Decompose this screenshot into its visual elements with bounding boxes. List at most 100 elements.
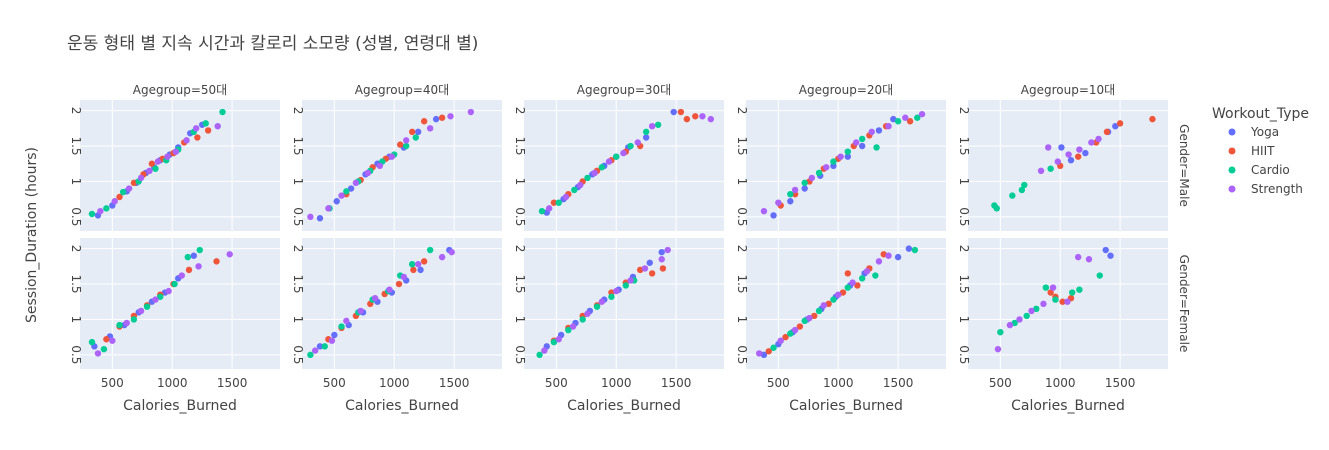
data-point [613, 287, 620, 295]
data-point [670, 108, 677, 116]
data-point [333, 198, 340, 205]
y-tick-label: 2 [69, 107, 83, 115]
x-axis-title: Calories_Burned [567, 398, 681, 414]
data-point [1088, 139, 1095, 146]
data-point [165, 287, 172, 295]
facet-panels: 0.5 1 1.5 2 Agegroup=50대 0.5 1 1.5 2 Agegroup=40대… [69, 83, 1191, 414]
data-point [770, 344, 777, 351]
x-tick-label: 1500 [883, 376, 914, 390]
data-point [414, 128, 422, 136]
y-tick-label: 0.5 [735, 345, 749, 364]
legend-item-hiit[interactable]: HIIT [1228, 144, 1276, 158]
data-point [448, 248, 455, 256]
facet-panel: 0.5 1 1.5 2 Agegroup=10대 Gender=Male [957, 83, 1191, 231]
data-point [123, 319, 130, 327]
data-point [1047, 165, 1054, 172]
data-point [438, 253, 446, 261]
data-point [1112, 123, 1119, 130]
data-point [185, 266, 193, 274]
data-point [119, 188, 127, 196]
data-point [1040, 300, 1047, 308]
data-point [868, 128, 875, 136]
data-point [1011, 319, 1018, 327]
y-tick-label: 1.5 [291, 136, 305, 155]
facet-row-label: Gender=Female [1177, 255, 1191, 353]
facet-panel: 0.5 1 1.5 2 Agegroup=30대 [513, 83, 724, 231]
data-point [352, 179, 360, 187]
data-point [872, 272, 879, 279]
data-point [770, 212, 777, 219]
data-point [357, 307, 364, 315]
data-point [591, 169, 598, 177]
data-point [608, 293, 615, 300]
data-point [426, 246, 434, 254]
data-point [555, 199, 562, 206]
data-point [664, 246, 671, 254]
data-point [1023, 312, 1030, 320]
data-point [569, 323, 577, 330]
data-point [316, 215, 324, 222]
data-point [1096, 272, 1103, 279]
data-point [613, 153, 620, 160]
data-point [584, 310, 591, 317]
y-tick-label: 1.5 [513, 136, 527, 155]
data-point [627, 277, 634, 284]
y-tick-label: 0.5 [291, 345, 305, 364]
data-point [1074, 253, 1082, 261]
data-point [839, 289, 847, 296]
data-point [1028, 307, 1035, 315]
x-tick-label: 500 [989, 376, 1012, 390]
facet-column-label: Agegroup=30대 [577, 83, 671, 97]
facet-panel: 0.5 1 1.5 2 500 1000 1500 Calories_Burned [735, 238, 946, 414]
facet-points [994, 246, 1114, 353]
legend-item-cardio[interactable]: Cardio [1228, 163, 1290, 177]
x-axis-title: Calories_Burned [1011, 398, 1125, 414]
plot-area [302, 100, 502, 231]
data-point [849, 279, 856, 286]
data-point [677, 108, 685, 116]
data-point [171, 280, 178, 288]
chart-title: 운동 형태 별 지속 시간과 칼로리 소모량 (성별, 연령대 별) [67, 34, 478, 54]
y-tick-label: 2 [291, 107, 305, 115]
y-tick-label: 2 [291, 245, 305, 253]
data-point [1067, 156, 1075, 164]
data-point [103, 205, 110, 212]
data-point [550, 338, 558, 346]
data-point [905, 245, 913, 252]
data-point [787, 330, 794, 337]
data-point [338, 323, 345, 330]
data-point [213, 258, 220, 265]
y-tick-label: 2 [735, 107, 749, 115]
data-point [605, 158, 613, 165]
legend-item-yoga[interactable]: Yoga [1228, 125, 1280, 139]
facet-row-label: Gender=Male [1177, 124, 1191, 207]
data-point [1074, 153, 1082, 160]
data-point [648, 123, 656, 130]
data-point [873, 144, 880, 151]
y-tick-label: 0.5 [513, 207, 527, 226]
data-point [467, 108, 475, 116]
data-point [408, 261, 416, 268]
data-point [858, 142, 866, 150]
data-point [1018, 186, 1026, 194]
legend[interactable]: Workout_Type Yoga HIIT Cardio Strength [1212, 106, 1309, 196]
data-point [894, 118, 902, 125]
data-point [642, 134, 650, 141]
data-point [536, 351, 543, 359]
facet-panel: 0.5 1 1.5 2 500 1000 1500 Calories_Burned [69, 238, 280, 414]
data-point [1076, 146, 1083, 153]
data-point [565, 326, 572, 334]
data-point [760, 207, 768, 215]
data-point [178, 272, 185, 279]
data-point [183, 137, 190, 144]
data-point [593, 303, 601, 310]
legend-item-strength[interactable]: Strength [1228, 182, 1303, 196]
x-axis-title: Calories_Burned [789, 398, 903, 414]
x-axis-title: Calories_Burned [123, 398, 237, 414]
data-point [338, 192, 345, 199]
data-point [103, 336, 110, 343]
y-tick-label: 1 [735, 178, 749, 186]
data-point [659, 265, 667, 272]
x-tick-label: 1500 [1105, 376, 1136, 390]
legend-label: HIIT [1251, 144, 1275, 158]
